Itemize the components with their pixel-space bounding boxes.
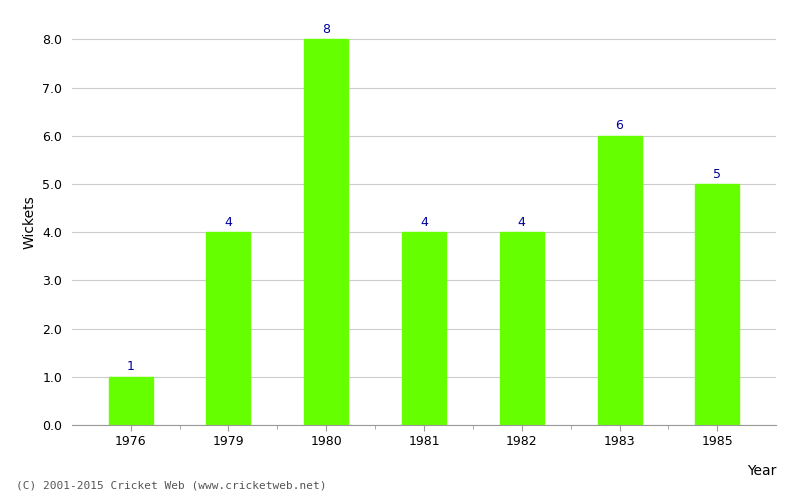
Y-axis label: Wickets: Wickets: [22, 196, 37, 250]
Bar: [109, 377, 153, 425]
Bar: [304, 40, 348, 425]
Bar: [598, 136, 642, 425]
Text: 5: 5: [714, 168, 722, 180]
Bar: [206, 232, 250, 425]
Text: 1: 1: [126, 360, 134, 374]
Bar: [695, 184, 739, 425]
Text: 4: 4: [420, 216, 428, 229]
Text: Year: Year: [746, 464, 776, 478]
Bar: [500, 232, 544, 425]
Text: 4: 4: [518, 216, 526, 229]
Text: 6: 6: [616, 120, 623, 132]
Text: 4: 4: [225, 216, 232, 229]
Text: 8: 8: [322, 23, 330, 36]
Text: (C) 2001-2015 Cricket Web (www.cricketweb.net): (C) 2001-2015 Cricket Web (www.cricketwe…: [16, 480, 326, 490]
Bar: [402, 232, 446, 425]
